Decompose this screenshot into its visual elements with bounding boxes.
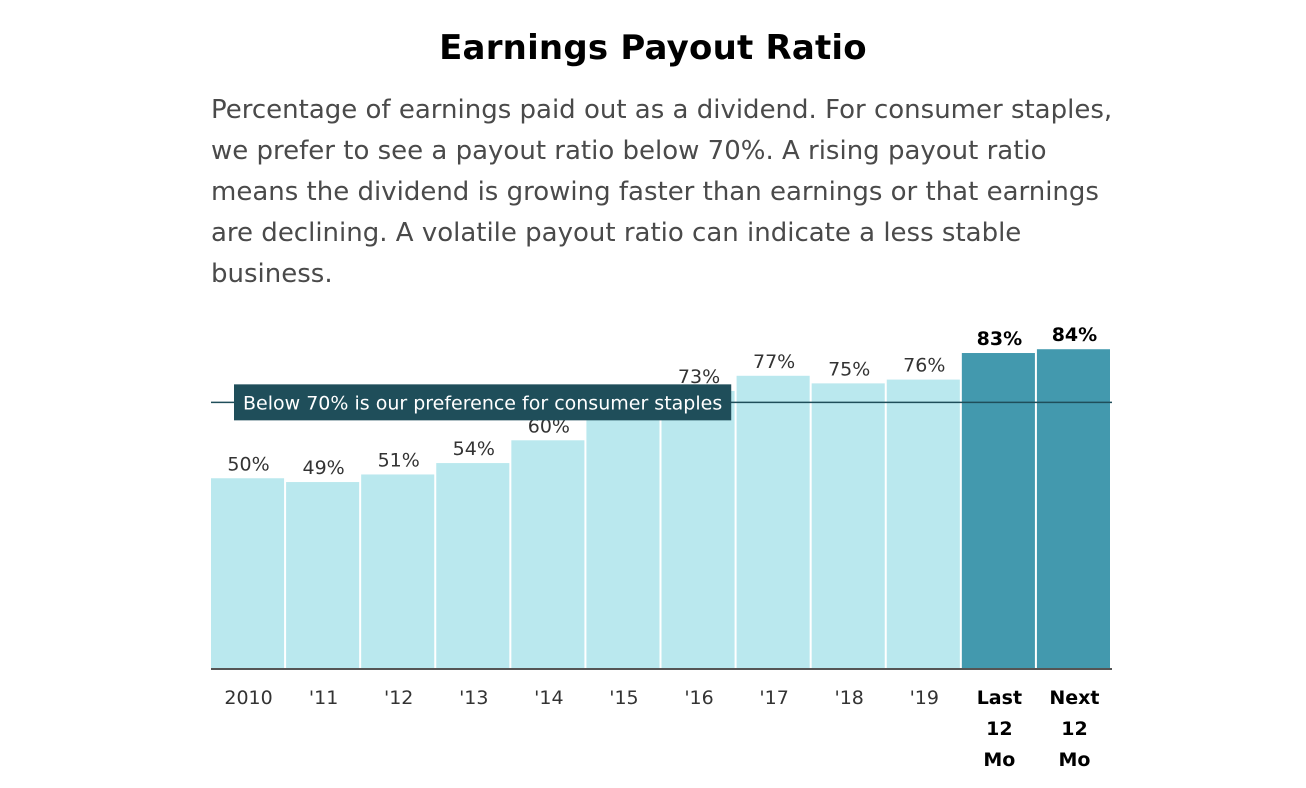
x-tick-label-10: Last 12 Mo — [977, 687, 1022, 771]
bar-6 — [661, 390, 735, 668]
bar-3 — [436, 463, 510, 668]
value-label-1: 49% — [303, 457, 345, 479]
value-label-8: 75% — [828, 358, 870, 380]
bar-11 — [1036, 349, 1110, 668]
bar-4 — [511, 440, 585, 668]
x-tick-label-1: '11 — [309, 687, 338, 709]
x-tick-label-11: Next 12 Mo — [1049, 687, 1099, 771]
bar-9 — [886, 379, 960, 668]
x-tick-label-2: '12 — [384, 687, 413, 709]
x-tick-label-3: '13 — [459, 687, 488, 709]
value-label-3: 54% — [453, 438, 495, 460]
reference-label-background — [234, 384, 732, 421]
bar-7 — [736, 375, 810, 668]
x-tick-labels-layer: 2010 '11 '12 '13 '14 '15 '16 '17 '18 '19 Last 12 Mo N… — [211, 668, 1112, 771]
value-label-6: 73% — [678, 366, 720, 388]
value-labels-layer: 50% 49% 51% 54% 60% 73% 77% 75% 76% 83% 84% — [227, 324, 1097, 479]
x-tick-label-5: '15 — [609, 687, 638, 709]
bar-1 — [286, 482, 360, 668]
x-tick-label-4: '14 — [534, 687, 563, 709]
x-tick-label-8: '18 — [835, 687, 864, 709]
x-tick-label-6: '16 — [684, 687, 713, 709]
value-label-10: 83% — [977, 328, 1022, 350]
bars-layer — [211, 349, 1110, 668]
chart-title: Earnings Payout Ratio — [439, 28, 867, 68]
value-label-2: 51% — [378, 449, 420, 471]
bar-10 — [961, 353, 1035, 668]
bar-8 — [811, 383, 885, 668]
value-label-9: 76% — [903, 355, 945, 377]
x-tick-label-7: '17 — [759, 687, 788, 709]
value-label-7: 77% — [753, 351, 795, 373]
value-label-11: 84% — [1052, 324, 1097, 346]
chart-subtitle: Percentage of earnings paid out as a div… — [211, 95, 1113, 289]
bar-2 — [361, 474, 435, 668]
x-tick-label-0: 2010 — [224, 687, 272, 709]
reference-label: Below 70% is our preference for consumer… — [243, 392, 722, 414]
bar-5 — [586, 402, 660, 668]
bar-0 — [211, 478, 285, 668]
value-label-0: 50% — [227, 453, 269, 475]
x-tick-label-9: '19 — [910, 687, 939, 709]
reference-layer: Below 70% is our preference for consumer… — [211, 384, 1112, 421]
value-label-4: 60% — [528, 415, 570, 437]
